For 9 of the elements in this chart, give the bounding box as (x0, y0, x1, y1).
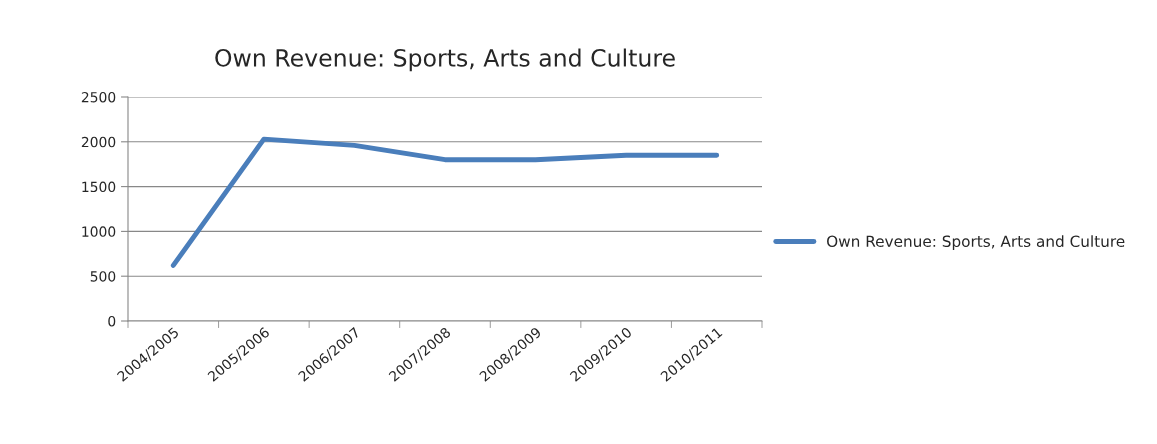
line-series (170, 136, 720, 268)
y-tick-label: 2500 (81, 91, 116, 103)
y-tick-label: 1500 (82, 181, 116, 193)
y-tick-label: 500 (90, 271, 116, 282)
chart-title: Own Revenue: Sports, Arts and Culture (215, 48, 675, 72)
y-tick-label: 0 (108, 315, 116, 327)
y-tick-label: 2000 (81, 136, 116, 148)
y-tick-label: 1000 (82, 226, 116, 237)
legend-label: Own Revenue: Sports, Arts and Culture (827, 235, 1125, 250)
